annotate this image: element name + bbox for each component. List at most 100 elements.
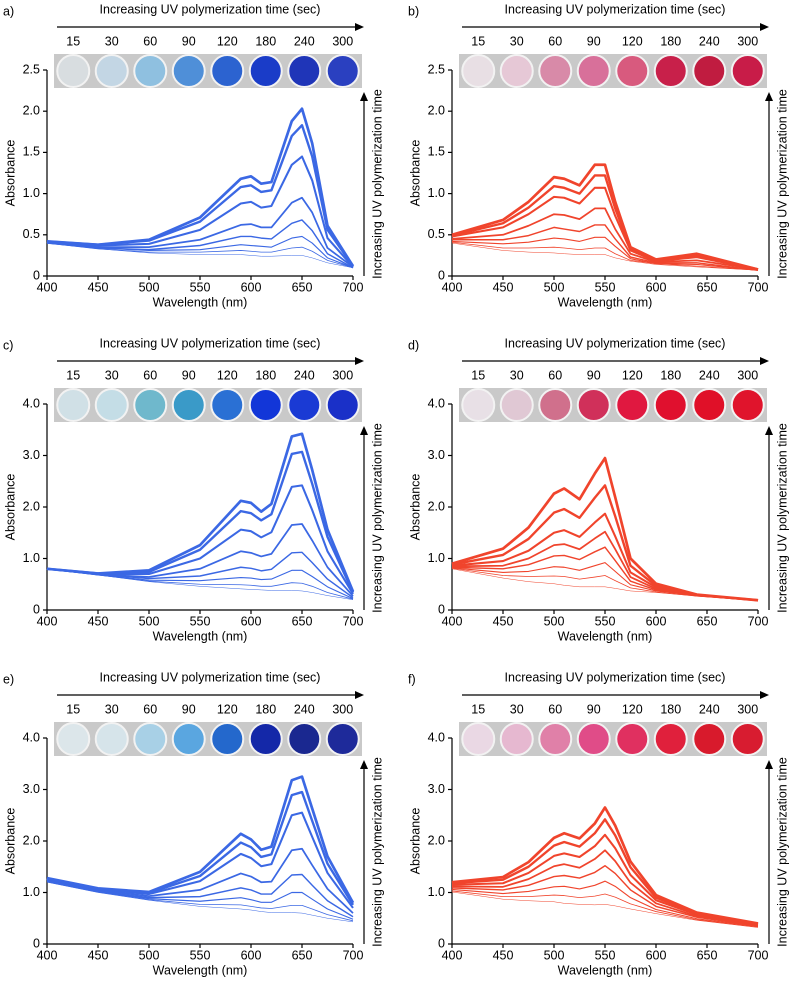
well <box>653 54 688 88</box>
well-label: 15 <box>66 34 80 48</box>
x-tick-label: 550 <box>190 948 211 962</box>
well <box>94 722 129 756</box>
top-annotation: Increasing UV polymerization time (sec) <box>505 670 726 684</box>
well-label: 90 <box>587 368 601 382</box>
y-tick-label: 2.0 <box>23 499 40 513</box>
x-tick-label: 700 <box>748 948 769 962</box>
x-tick-label: 500 <box>139 614 160 628</box>
y-tick-label: 1.0 <box>428 551 445 565</box>
x-axis-label: Wavelength (nm) <box>153 295 248 309</box>
well-label: 240 <box>699 702 720 716</box>
x-tick-label: 650 <box>292 948 313 962</box>
x-tick-label: 500 <box>139 948 160 962</box>
well-label: 180 <box>255 702 276 716</box>
well <box>615 722 650 756</box>
side-annotation: Increasing UV polymerization time <box>370 423 384 613</box>
well <box>287 388 322 422</box>
y-tick-label: 2.5 <box>428 62 445 76</box>
x-tick-label: 400 <box>442 280 463 294</box>
well <box>171 388 206 422</box>
panel: c) Increasing UV polymerization time (sec… <box>3 336 384 643</box>
side-arrowhead <box>765 92 773 101</box>
spectrum-line <box>451 818 759 926</box>
spectrum-line <box>451 880 759 928</box>
y-axis-label: Absorbance <box>408 140 422 207</box>
y-axis-label: Absorbance <box>408 808 422 875</box>
well-label: 120 <box>622 702 643 716</box>
x-tick-label: 650 <box>697 280 718 294</box>
well-label: 30 <box>510 34 524 48</box>
y-tick-label: 4.0 <box>23 396 40 410</box>
spectrum-line <box>451 562 759 601</box>
well <box>56 388 91 422</box>
y-tick-label: 1.5 <box>23 145 40 159</box>
panel: f) Increasing UV polymerization time (sec… <box>408 670 789 977</box>
well <box>210 722 245 756</box>
well-label: 300 <box>332 702 353 716</box>
well-label: 180 <box>660 702 681 716</box>
well-label: 120 <box>622 34 643 48</box>
well-label: 30 <box>105 34 119 48</box>
y-tick-label: 4.0 <box>428 730 445 744</box>
well-label: 90 <box>587 34 601 48</box>
panel: a) Increasing UV polymerization time (sec… <box>3 2 384 309</box>
x-axis-label: Wavelength (nm) <box>558 963 653 977</box>
well-label: 30 <box>510 702 524 716</box>
x-tick-label: 600 <box>646 948 667 962</box>
y-tick-label: 0 <box>33 602 40 616</box>
spectrum-line <box>46 811 354 909</box>
side-annotation: Increasing UV polymerization time <box>370 757 384 947</box>
y-tick-label: 2.0 <box>428 499 445 513</box>
y-tick-label: 3.0 <box>428 448 445 462</box>
well-label: 240 <box>294 702 315 716</box>
side-arrowhead <box>360 92 368 101</box>
spectrum-line <box>46 432 355 592</box>
x-tick-label: 500 <box>139 280 160 294</box>
well <box>576 722 611 756</box>
side-arrowhead <box>360 760 368 769</box>
x-tick-label: 500 <box>544 948 565 962</box>
x-tick-label: 500 <box>544 280 565 294</box>
spectrum-line <box>451 530 759 602</box>
well-label: 180 <box>660 368 681 382</box>
top-arrowhead <box>760 23 769 31</box>
x-tick-label: 600 <box>646 280 667 294</box>
well <box>615 388 650 422</box>
well <box>210 54 245 88</box>
well-label: 30 <box>105 368 119 382</box>
panel: d) Increasing UV polymerization time (sec… <box>408 336 789 643</box>
well-label: 240 <box>294 368 315 382</box>
top-annotation: Increasing UV polymerization time (sec) <box>505 336 726 350</box>
well-label: 300 <box>737 368 758 382</box>
x-tick-label: 500 <box>544 614 565 628</box>
x-tick-label: 600 <box>241 280 262 294</box>
x-tick-label: 650 <box>697 948 718 962</box>
well-label: 300 <box>332 368 353 382</box>
y-tick-label: 0.5 <box>23 227 40 241</box>
well-label: 15 <box>471 702 485 716</box>
side-arrowhead <box>765 760 773 769</box>
well-label: 60 <box>548 702 562 716</box>
spectrum-line <box>451 567 759 601</box>
well-label: 90 <box>182 34 196 48</box>
well <box>538 388 573 422</box>
well <box>499 388 534 422</box>
x-axis-label: Wavelength (nm) <box>153 963 248 977</box>
well-label: 240 <box>699 34 720 48</box>
well-label: 120 <box>622 368 643 382</box>
y-tick-label: 2.5 <box>23 62 40 76</box>
x-tick-label: 600 <box>646 614 667 628</box>
spectrum-line <box>46 242 354 269</box>
x-tick-label: 550 <box>595 614 616 628</box>
x-axis-label: Wavelength (nm) <box>558 629 653 643</box>
well <box>133 388 168 422</box>
top-arrowhead <box>355 23 364 31</box>
x-tick-label: 450 <box>88 948 109 962</box>
well <box>287 722 322 756</box>
spectrum-line <box>46 881 354 922</box>
y-tick-label: 0 <box>438 268 445 282</box>
side-annotation: Increasing UV polymerization time <box>775 89 789 279</box>
x-tick-label: 700 <box>748 614 769 628</box>
well-label: 300 <box>737 702 758 716</box>
well <box>730 388 765 422</box>
